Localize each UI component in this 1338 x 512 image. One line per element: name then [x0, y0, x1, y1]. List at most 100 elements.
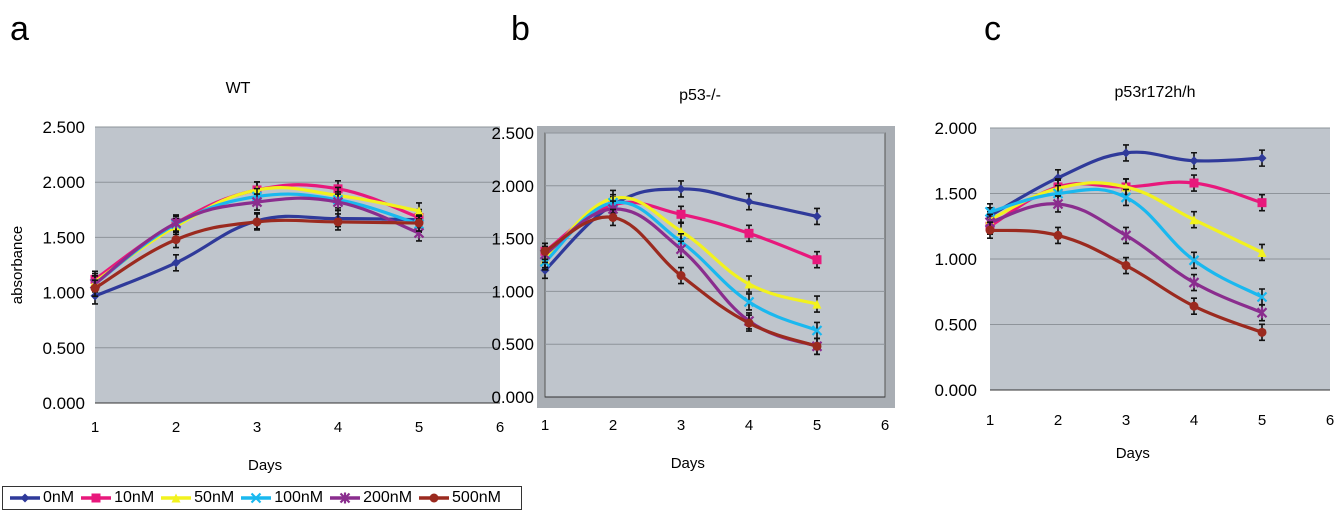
y-tick-label: 0.500	[491, 335, 534, 354]
legend-swatch	[10, 493, 40, 503]
x-tick-label: 2	[609, 417, 617, 434]
legend-item-50nM: 50nM	[160, 489, 234, 507]
data-point-50nM	[1189, 215, 1199, 225]
legend-label: 100nM	[274, 489, 324, 506]
data-point-10nM	[1257, 198, 1267, 208]
x-tick-label: 1	[541, 417, 549, 434]
y-tick-label: 1.500	[42, 228, 85, 247]
chart-title: p53r172h/h	[1115, 84, 1196, 101]
plot-area	[544, 132, 886, 398]
data-point-100nM	[743, 296, 755, 308]
series-500nM	[90, 213, 424, 297]
chart-panel-a: a WT 0.000 0.500 1.000 1.500 2.000 2.500 1 2 3 4 5 6 D…	[9, 10, 504, 474]
data-point-10nM	[1189, 178, 1199, 188]
panel-letter: b	[511, 10, 530, 48]
data-point-50nM	[414, 206, 424, 216]
x-tick-label: 6	[1326, 412, 1334, 429]
y-tick-label: 0.500	[42, 339, 85, 358]
panel-letter: c	[984, 10, 1001, 48]
data-point-100nM	[1256, 291, 1268, 303]
legend-item-500nM: 500nM	[418, 489, 501, 507]
data-point-500nM	[1121, 261, 1131, 271]
chart-title: p53-/-	[679, 87, 721, 104]
data-point-500nM	[414, 218, 424, 228]
x-tick-label: 3	[1122, 412, 1130, 429]
y-tick-label: 0.500	[934, 316, 977, 335]
data-point-0nM	[20, 493, 30, 503]
x-tick-label: 4	[334, 419, 342, 436]
data-point-0nM	[1257, 153, 1267, 163]
data-point-100nM	[250, 492, 262, 504]
data-point-200nM	[1188, 277, 1200, 289]
series-200nM	[984, 195, 1268, 322]
data-point-500nM	[1053, 230, 1063, 240]
data-point-500nM	[429, 493, 439, 503]
data-point-50nM	[171, 493, 181, 503]
series-500nM	[540, 208, 822, 356]
legend-item-200nM: 200nM	[329, 489, 412, 507]
x-tick-label: 2	[1054, 412, 1062, 429]
series-100nM	[984, 184, 1268, 306]
y-tick-label: 0.000	[42, 394, 85, 413]
x-tick-label: 1	[91, 419, 99, 436]
y-tick-label: 1.000	[491, 282, 534, 301]
data-point-0nM	[1121, 148, 1131, 158]
x-tick-label: 6	[496, 419, 504, 436]
y-tick-label: 1.500	[491, 230, 534, 249]
y-tick-label: 2.500	[491, 124, 534, 143]
x-tick-label: 5	[1258, 412, 1266, 429]
legend-swatch	[419, 493, 450, 503]
data-point-500nM	[90, 283, 100, 293]
data-point-200nM	[170, 217, 182, 229]
data-point-200nM	[251, 196, 263, 208]
legend: 0nM 10nM 50nM 100nM 200nM 500nM	[2, 486, 522, 510]
data-point-200nM	[332, 196, 344, 208]
x-tick-label: 6	[881, 417, 889, 434]
chart-title: WT	[226, 80, 251, 97]
x-axis-label: Days	[1116, 445, 1150, 462]
y-tick-label: 1.500	[934, 185, 977, 204]
data-point-500nM	[333, 217, 343, 227]
legend-swatch	[241, 492, 272, 504]
data-point-500nM	[540, 246, 550, 256]
data-point-200nM	[675, 243, 687, 255]
data-point-50nM	[1257, 247, 1267, 257]
legend-label: 500nM	[452, 489, 501, 506]
x-tick-label: 5	[813, 417, 821, 434]
data-point-500nM	[1257, 327, 1267, 337]
data-point-500nM	[744, 318, 754, 328]
y-tick-label: 2.000	[42, 173, 85, 192]
x-tick-label: 1	[986, 412, 994, 429]
legend-label: 0nM	[43, 489, 75, 506]
data-point-500nM	[252, 217, 262, 227]
data-point-500nM	[985, 225, 995, 235]
legend-label: 10nM	[114, 489, 155, 506]
data-point-500nM	[676, 271, 686, 281]
x-axis-label: Days	[671, 455, 705, 472]
y-tick-label: 0.000	[934, 381, 977, 400]
data-point-0nM	[744, 197, 754, 207]
x-tick-label: 5	[415, 419, 423, 436]
series-500nM	[985, 221, 1267, 342]
series-200nM	[89, 193, 425, 293]
x-tick-label: 3	[253, 419, 261, 436]
data-point-100nM	[1120, 192, 1132, 203]
data-point-0nM	[1189, 156, 1199, 166]
plot-area	[95, 127, 500, 403]
data-point-500nM	[1189, 301, 1199, 311]
chart-panel-b: b p53-/- 0.000 0.500 1.000 1.500 2.000 2.500 1 2 3…	[491, 10, 895, 472]
y-tick-label: 2.000	[491, 177, 534, 196]
x-tick-label: 4	[745, 417, 753, 434]
data-point-100nM	[1188, 255, 1200, 266]
legend-swatch	[330, 492, 361, 504]
data-point-500nM	[812, 341, 822, 351]
y-axis-label: absorbance	[9, 226, 26, 304]
data-point-0nM	[812, 211, 822, 221]
data-point-500nM	[608, 212, 618, 222]
data-point-50nM	[812, 299, 822, 309]
legend-item-100nM: 100nM	[240, 489, 323, 507]
x-tick-label: 4	[1190, 412, 1198, 429]
y-tick-label: 2.500	[42, 118, 85, 137]
panel-letter: a	[10, 10, 29, 48]
